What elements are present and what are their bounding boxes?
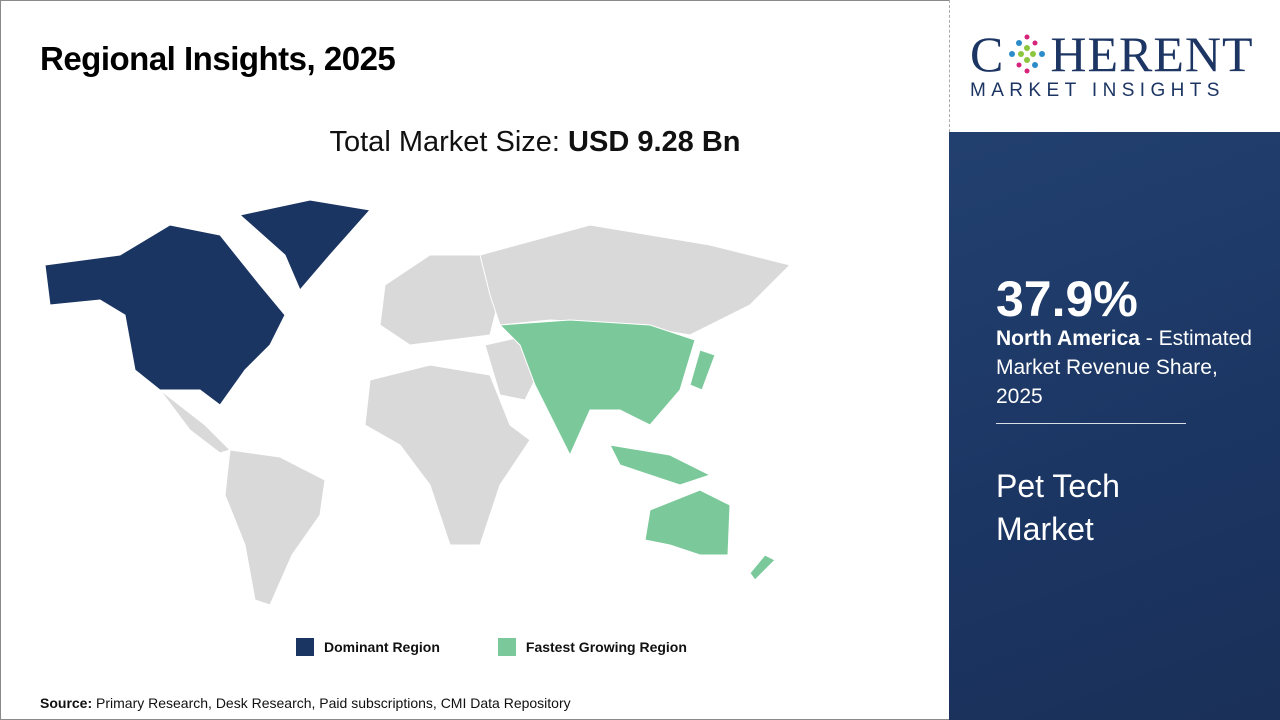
legend-item-fastest: Fastest Growing Region [497,638,687,656]
russia-middle-east [479,224,791,336]
market-size-value: USD 9.28 Bn [568,126,741,158]
legend-item-dominant: Dominant Region [296,638,440,656]
share-desc-text: - Estimated Market Revenue Share, 2025 [996,327,1252,408]
logo-subtitle: MARKET INSIGHTS [970,80,1225,101]
market-size-label: Total Market Size: [329,126,569,158]
map-legend: Dominant Region Fastest Growing Region [296,638,687,656]
source-text: Primary Research, Desk Research, Paid su… [92,695,571,711]
globe-dots-icon [1009,34,1046,74]
highlight-panel: 37.9% North America - Estimated Market R… [949,132,1280,720]
europe [379,254,501,346]
logo-text: HERENT [1050,26,1254,82]
central-america [159,389,231,454]
south-america [224,449,326,606]
world-map [44,199,791,606]
legend-label: Dominant Region [324,639,440,655]
source-label: Source: [40,695,93,711]
coherent-logo: C HERENT MARKET INSIGHTS [970,26,1260,102]
africa [364,364,531,546]
source-note: Source: Primary Research, Desk Research,… [40,695,571,711]
panel-divider [996,423,1186,424]
total-market-size: Total Market Size: USD 9.28 Bn [0,126,1070,159]
market-name: Pet Tech Market [996,468,1120,547]
legend-label: Fastest Growing Region [525,639,687,655]
dominant-swatch [296,638,314,656]
share-description: North America - Estimated Market Revenue… [996,324,1266,411]
page-title: Regional Insights, 2025 [40,40,396,77]
asia-pacific [498,319,776,581]
fastest-swatch [497,638,516,656]
share-percent: 37.9% [996,271,1138,327]
logo-letter: C [970,26,1005,82]
divider [949,0,950,132]
region-name: North America [996,327,1140,350]
north-america [44,199,371,406]
greenland [238,199,371,291]
